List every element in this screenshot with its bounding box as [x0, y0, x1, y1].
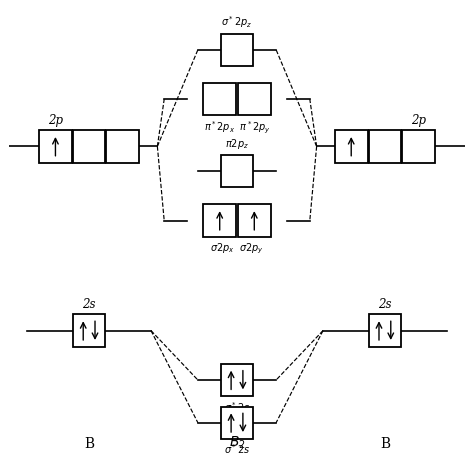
- Bar: [238, 205, 271, 237]
- Bar: [220, 155, 254, 187]
- Text: $\sigma^*2s$: $\sigma^*2s$: [224, 442, 250, 456]
- Bar: [203, 205, 236, 237]
- Bar: [106, 130, 139, 162]
- Text: $\sigma^*2p_z$: $\sigma^*2p_z$: [221, 14, 253, 30]
- Bar: [220, 407, 254, 439]
- Bar: [73, 314, 106, 347]
- Bar: [220, 364, 254, 396]
- Text: 2p: 2p: [48, 114, 63, 127]
- Bar: [220, 34, 254, 66]
- Text: B: B: [380, 437, 390, 451]
- Text: $\sigma^*2s$: $\sigma^*2s$: [224, 400, 250, 414]
- Bar: [368, 314, 401, 347]
- Bar: [73, 130, 106, 162]
- Bar: [238, 83, 271, 116]
- Text: 2p: 2p: [411, 114, 426, 127]
- Text: $\pi 2p_z$: $\pi 2p_z$: [225, 137, 249, 151]
- Bar: [335, 130, 368, 162]
- Text: $\sigma 2p_x\ \ \sigma 2p_y$: $\sigma 2p_x\ \ \sigma 2p_y$: [210, 241, 264, 256]
- Bar: [368, 130, 401, 162]
- Bar: [402, 130, 435, 162]
- Text: $\pi^*2p_x\ \ \pi^*2p_y$: $\pi^*2p_x\ \ \pi^*2p_y$: [203, 120, 271, 136]
- Bar: [203, 83, 236, 116]
- Bar: [39, 130, 72, 162]
- Text: 2s: 2s: [378, 298, 392, 311]
- Text: 2s: 2s: [82, 298, 96, 311]
- Text: $B_2$: $B_2$: [228, 434, 246, 451]
- Text: B: B: [84, 437, 94, 451]
